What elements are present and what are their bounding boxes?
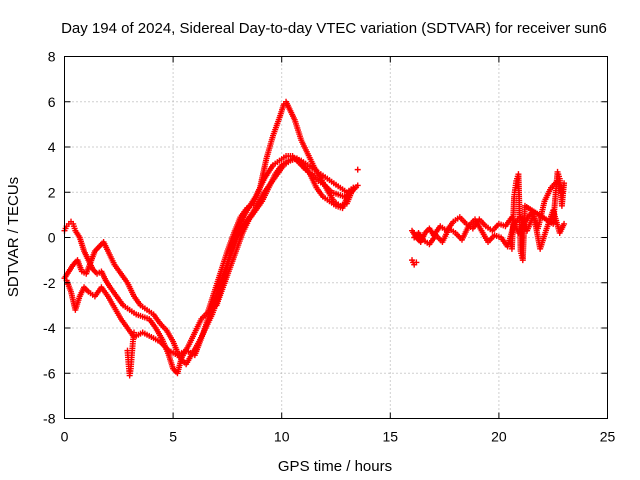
- y-tick-label: 6: [48, 94, 56, 110]
- data-points: [61, 98, 568, 379]
- x-tick-label: 15: [383, 429, 399, 445]
- x-tick-label: 20: [491, 429, 507, 445]
- y-tick-label: -2: [43, 275, 56, 291]
- x-axis-label: GPS time / hours: [278, 458, 392, 475]
- y-tick-label: 8: [48, 49, 56, 65]
- x-tick-label: 5: [169, 429, 177, 445]
- x-axis: 0 5 10 15 20 25: [61, 56, 616, 445]
- data-point: [561, 180, 568, 187]
- data-point: [354, 182, 361, 189]
- y-tick-label: 2: [48, 184, 56, 200]
- x-tick-label: 10: [274, 429, 290, 445]
- y-axis-label: SDTVAR / TECUs: [5, 177, 22, 297]
- y-axis: -8 -6 -4 -2 0 2 4 6 8: [43, 49, 608, 427]
- y-tick-label: -4: [43, 320, 56, 336]
- y-tick-label: 0: [48, 230, 56, 246]
- data-point: [413, 259, 420, 266]
- data-point: [561, 220, 568, 227]
- x-tick-label: 25: [600, 429, 616, 445]
- y-tick-label: -6: [43, 365, 56, 381]
- chart-title: Day 194 of 2024, Sidereal Day-to-day VTE…: [61, 20, 607, 37]
- data-point: [131, 329, 138, 336]
- data-point: [354, 166, 361, 173]
- data-point: [350, 184, 357, 191]
- y-tick-label: -8: [43, 411, 56, 427]
- x-tick-label: 0: [61, 429, 69, 445]
- y-tick-label: 4: [48, 139, 56, 155]
